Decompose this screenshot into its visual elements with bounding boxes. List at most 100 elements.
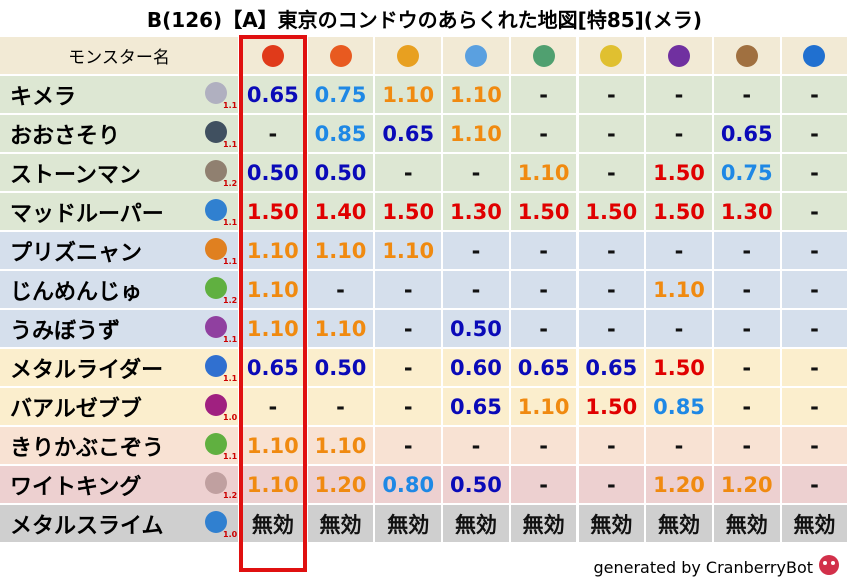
resistance-value: - [510,76,579,115]
element-icon-shape [464,44,487,67]
resistance-value: - [713,76,782,115]
resistance-value: 0.65 [443,388,511,427]
monster-icon [205,433,227,455]
icon-multiplier: 1.1 [223,218,238,227]
header-name: モンスター名 [0,37,240,76]
resistance-value: - [781,310,849,349]
resistance-value: 無効 [307,505,376,544]
resistance-value: - [510,115,579,154]
resistance-value: 1.30 [713,193,782,232]
monster-name: きりかぶこぞう [0,427,240,466]
element-icon [307,37,376,76]
resistance-value: - [781,193,849,232]
resistance-value: - [646,115,714,154]
monster-icon [205,277,227,299]
monster-name: キメラ [0,76,240,115]
resistance-value: 0.75 [713,154,782,193]
resistance-value: - [375,310,444,349]
resistance-value: - [375,154,444,193]
resistance-value: - [578,271,647,310]
resistance-value: - [375,388,444,427]
resistance-value: 1.30 [443,193,511,232]
element-icon-shape [397,44,420,67]
element-icon [646,37,714,76]
resistance-value: 0.65 [240,349,308,388]
element-icon-shape [735,44,758,67]
icon-multiplier: 1.2 [223,296,238,305]
resistance-value: 1.50 [646,349,714,388]
resistance-value: 1.40 [307,193,376,232]
element-icon-shape [261,44,284,67]
resistance-value: 無効 [713,505,782,544]
resistance-value: 無効 [510,505,579,544]
resistance-value: - [307,388,376,427]
title: B(126)【A】東京のコンドウのあらくれた地図[特85](メラ) [146,8,703,32]
resistance-value: 無効 [781,505,849,544]
resistance-value: - [713,427,782,466]
resistance-value: - [578,232,647,271]
resistance-value: 0.65 [510,349,579,388]
resistance-value: - [781,388,849,427]
monster-icon [205,511,227,533]
resistance-value: 1.50 [578,193,647,232]
icon-multiplier: 1.2 [223,179,238,188]
icon-multiplier: 1.0 [223,413,238,422]
resistance-value: 無効 [578,505,647,544]
resistance-value: 1.10 [240,310,308,349]
icon-multiplier: 1.1 [223,140,238,149]
resistance-value: 1.10 [443,76,511,115]
resistance-value: - [578,310,647,349]
resistance-value: 1.50 [240,193,308,232]
element-icon [781,37,849,76]
monster-name: プリズニャン [0,232,240,271]
resistance-value: - [781,154,849,193]
resistance-value: 1.10 [443,115,511,154]
resistance-value: 1.20 [713,466,782,505]
resistance-value: - [781,76,849,115]
element-icon [510,37,579,76]
resistance-value: - [510,427,579,466]
resistance-value: - [578,427,647,466]
resistance-value: 1.50 [375,193,444,232]
resistance-value: - [510,232,579,271]
resistance-value: - [510,271,579,310]
resistance-value: - [510,466,579,505]
resistance-value: - [240,388,308,427]
resistance-value: 0.75 [307,76,376,115]
resistance-value: 1.10 [375,76,444,115]
resistance-value: - [578,466,647,505]
icon-multiplier: 1.1 [223,374,238,383]
resistance-value: 1.10 [510,154,579,193]
resistance-value: - [443,232,511,271]
resistance-value: - [646,76,714,115]
resistance-value: 1.10 [510,388,579,427]
element-icon-shape [600,44,623,67]
monster-icon [205,355,227,377]
monster-icon [205,238,227,260]
resistance-value: - [713,388,782,427]
icon-multiplier: 1.1 [223,101,238,110]
resistance-value: 0.50 [240,154,308,193]
monster-icon [205,121,227,143]
icon-multiplier: 1.1 [223,452,238,461]
monster-name: メタルライダー [0,349,240,388]
resistance-value: - [307,271,376,310]
resistance-value: 0.65 [713,115,782,154]
monster-name: うみぼうず [0,310,240,349]
resistance-value: 0.80 [375,466,444,505]
icon-multiplier: 1.1 [223,335,238,344]
resistance-value: 1.10 [375,232,444,271]
monster-name: バアルゼブブ [0,388,240,427]
resistance-value: 0.50 [307,349,376,388]
monster-name: メタルスライム [0,505,240,544]
icon-multiplier: 1.2 [223,491,238,500]
resistance-value: 1.10 [307,310,376,349]
resistance-value: 無効 [375,505,444,544]
element-icon-shape [532,44,555,67]
resistance-value: - [781,466,849,505]
element-icon [443,37,511,76]
monster-name: じんめんじゅ [0,271,240,310]
element-icon [578,37,647,76]
resistance-value: 1.50 [646,154,714,193]
